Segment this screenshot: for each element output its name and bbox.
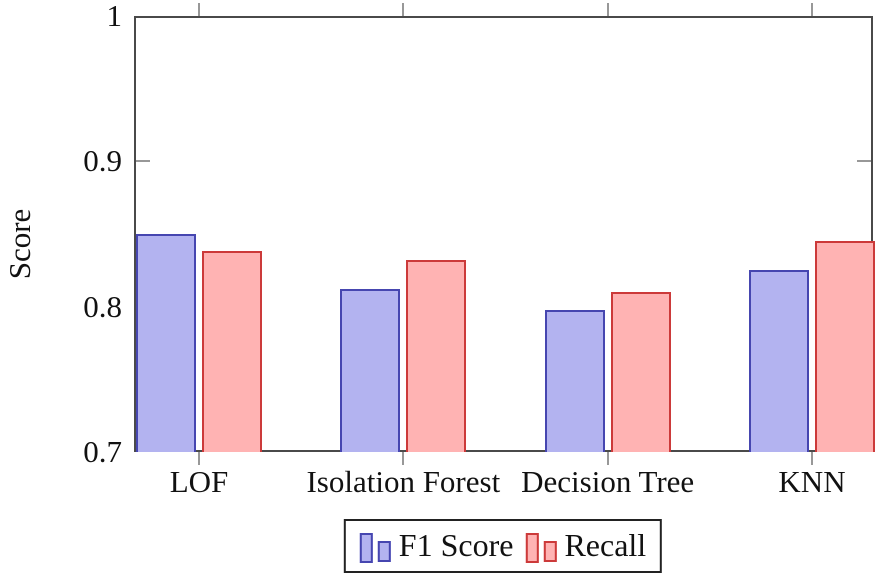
y-tick-mark-left [136,160,150,163]
bar-recall [406,260,467,452]
y-tick-label: 0.7 [83,434,122,469]
bar-recall [202,251,262,452]
y-tick-mark-right [857,160,871,163]
x-tick-mark-top [402,3,405,16]
legend-swatch [359,533,373,563]
x-tick-mark-bottom [198,452,200,465]
x-tick-mark-top [811,3,813,16]
legend-bar-marker-icon [525,533,557,563]
x-category-label: Decision Tree [521,464,695,499]
x-tick-mark-bottom [606,452,609,465]
y-tick-label: 1 [106,0,123,33]
legend-bar-marker-icon [359,533,391,563]
legend-swatch [543,541,557,562]
bar-f1-score [136,234,196,452]
x-category-label: KNN [778,464,846,499]
x-tick-mark-top [606,3,609,16]
x-tick-mark-bottom [402,452,405,465]
legend-label: F1 Score [398,527,514,563]
legend-item: F1 Score [359,527,514,563]
x-tick-mark-top [198,3,200,16]
legend-swatch [525,533,539,563]
bar-f1-score [544,309,605,452]
legend-item: Recall [525,527,646,563]
y-tick-label: 0.9 [83,143,122,179]
x-category-label: LOF [169,464,229,499]
x-tick-mark-bottom [811,452,813,465]
bar-f1-score [340,289,401,452]
bar-recall [610,292,671,452]
x-category-label: Isolation Forest [306,464,501,499]
legend-label: Recall [564,527,647,563]
bar-recall [815,241,875,452]
legend-swatch [377,541,391,562]
y-axis-title: Score [2,208,37,280]
y-tick-label: 0.8 [83,288,122,324]
legend: F1 Score Recall [343,519,663,573]
bar-f1-score [749,270,809,452]
